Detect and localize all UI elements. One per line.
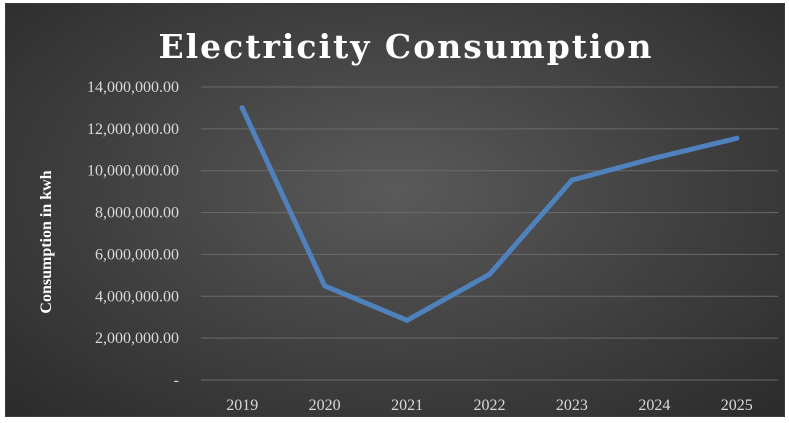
- y-tick-label: 8,000,000.00: [95, 205, 179, 222]
- data-point: [239, 105, 245, 111]
- y-tick-label: -: [174, 372, 179, 389]
- line-chart: Electricity Consumption Consumption in k…: [38, 27, 778, 414]
- x-tick-label: 2025: [721, 397, 753, 414]
- data-point: [322, 283, 328, 289]
- gridlines: [201, 86, 778, 381]
- chart-title: Electricity Consumption: [158, 27, 653, 66]
- y-tick-label: 6,000,000.00: [95, 246, 179, 263]
- y-tick-label: 4,000,000.00: [95, 288, 179, 305]
- y-tick-label: 12,000,000.00: [87, 121, 179, 138]
- data-point: [404, 317, 410, 323]
- series-line: [239, 105, 740, 323]
- data-point: [487, 271, 492, 277]
- y-axis-title: Consumption in kwh: [38, 170, 55, 313]
- chart-frame: Electricity Consumption Consumption in k…: [5, 3, 785, 417]
- y-tick-label: 2,000,000.00: [95, 330, 179, 347]
- y-axis-ticks: - 2,000,000.00 4,000,000.00 6,000,000.00 8,0…: [87, 79, 179, 389]
- data-point: [569, 177, 575, 183]
- x-tick-label: 2021: [391, 397, 423, 414]
- y-tick-label: 10,000,000.00: [87, 163, 179, 180]
- y-tick-label: 14,000,000.00: [87, 79, 179, 96]
- x-tick-label: 2022: [474, 397, 506, 414]
- series-group: [239, 105, 740, 323]
- data-point: [734, 135, 740, 141]
- x-tick-label: 2019: [226, 397, 258, 414]
- data-point: [651, 155, 657, 161]
- x-axis-ticks: 2019 2020 2021 2022 2023 2024 2025: [226, 397, 753, 414]
- x-tick-label: 2024: [638, 397, 670, 414]
- x-tick-label: 2023: [556, 397, 588, 414]
- x-tick-label: 2020: [309, 397, 341, 414]
